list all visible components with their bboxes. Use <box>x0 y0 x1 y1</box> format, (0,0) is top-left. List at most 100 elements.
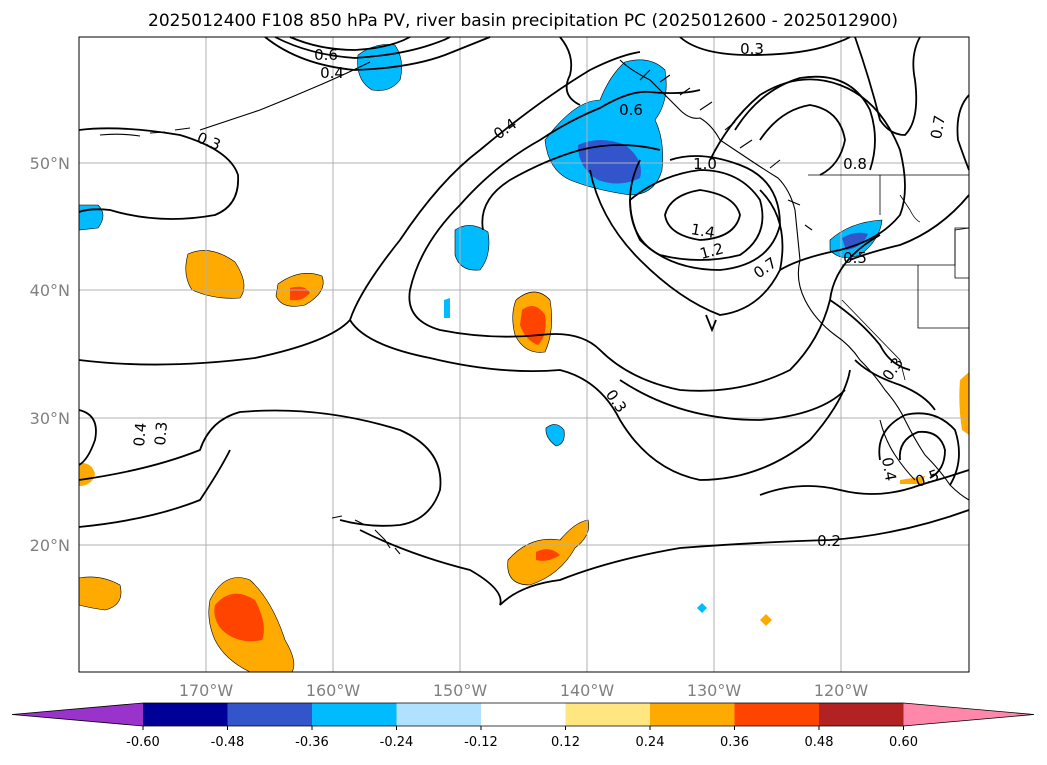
contour-label: 0.4 <box>878 456 900 483</box>
state-border <box>879 175 921 223</box>
contour-label: 0.4 <box>320 64 344 82</box>
lat-label: 30°N <box>30 409 70 428</box>
contour-label: 0.4 <box>130 422 150 447</box>
map-title: 2025012400 F108 850 hPa PV, river basin … <box>148 11 898 31</box>
north-america-coast <box>619 59 970 501</box>
lon-label: 140°W <box>560 681 615 700</box>
inlets <box>639 69 813 231</box>
contour-line <box>349 319 851 481</box>
contour-line <box>289 36 411 51</box>
state-border <box>917 265 969 329</box>
lat-label: 20°N <box>30 536 70 555</box>
positive-core <box>214 593 264 642</box>
contour-label: 0.5 <box>843 249 867 267</box>
contour-label: 0.8 <box>843 155 867 173</box>
aleutian-islands-west <box>99 127 191 137</box>
colorbar-tick-label: 0.24 <box>636 735 665 750</box>
lon-label: 170°W <box>179 681 234 700</box>
colorbar-tick-label: 0.60 <box>889 735 918 750</box>
contour-line <box>709 78 906 271</box>
lat-label: 50°N <box>30 154 70 173</box>
negative-core <box>842 232 868 250</box>
lon-labels: 170°W 160°W 150°W 140°W 130°W 120°W <box>179 681 869 700</box>
colorbar-ticks: -0.60 -0.48 -0.36 -0.24 -0.12 0.12 0.24 0.36 0.4… <box>126 726 918 750</box>
positive-area <box>760 614 772 626</box>
hawaiian-island <box>331 515 343 519</box>
colorbar-tick-label: -0.36 <box>295 735 329 750</box>
contour-line <box>78 449 231 528</box>
lon-label: 150°W <box>433 681 488 700</box>
contour-line <box>854 36 921 136</box>
contour-line <box>664 189 741 241</box>
colorbar-extend-high <box>903 703 1034 726</box>
lat-label: 40°N <box>30 281 70 300</box>
contour-line <box>78 409 97 466</box>
contour-line <box>589 169 784 316</box>
contour-line <box>359 509 970 606</box>
positive-area <box>900 476 925 484</box>
contour-line <box>705 314 717 333</box>
colorbar-segment <box>565 703 651 726</box>
colorbar <box>11 702 1035 727</box>
positive-area <box>185 250 245 299</box>
contour-line <box>734 75 876 171</box>
colorbar-segment <box>227 703 313 726</box>
negative-area <box>454 225 490 271</box>
colorbar-tick-label: -0.60 <box>126 735 160 750</box>
contour-label: 1.2 <box>698 239 726 263</box>
contour-label: 0.3 <box>151 421 171 446</box>
colorbar-tick-label: 0.12 <box>551 735 580 750</box>
colorbar-segment <box>143 703 228 726</box>
contour-line <box>629 169 764 261</box>
contour-line <box>829 299 911 371</box>
contour-line <box>679 36 851 56</box>
contour-label: 0.6 <box>619 101 643 119</box>
contour-line <box>78 127 239 220</box>
negative-area <box>444 298 450 318</box>
contour-label: 1.0 <box>693 155 717 173</box>
colorbar-segment <box>819 703 904 726</box>
colorbar-tick-label: -0.24 <box>380 735 414 750</box>
colorbar-extend-low <box>12 703 143 726</box>
negative-area <box>545 424 565 447</box>
contour-line <box>759 469 970 496</box>
contour-line <box>759 104 846 176</box>
contour-line <box>409 89 701 291</box>
colorbar-segment <box>650 703 735 726</box>
lon-label: 130°W <box>687 681 742 700</box>
colorbar-segment <box>481 703 566 726</box>
contour-line <box>898 430 946 479</box>
contour-line <box>956 94 970 171</box>
coastlines <box>99 59 970 555</box>
colorbar-tick-label: 0.36 <box>720 735 749 750</box>
contour-label: 0.7 <box>927 114 949 141</box>
contour-line <box>619 379 846 421</box>
contour-line <box>264 36 491 71</box>
colorbar-tick-label: -0.12 <box>464 735 498 750</box>
colorbar-segment <box>312 703 397 726</box>
contour-label: 1.4 <box>690 220 717 242</box>
negative-core <box>578 140 641 184</box>
aleutian-islands <box>199 61 371 131</box>
lat-labels: 50°N 40°N 30°N 20°N <box>30 154 70 555</box>
negative-area <box>697 603 707 613</box>
contour-label: 0.6 <box>314 46 338 64</box>
colorbar-segment <box>734 703 820 726</box>
colorbar-segment <box>396 703 482 726</box>
positive-area <box>78 576 122 611</box>
contour-line <box>481 144 661 231</box>
contour-label: 0.3 <box>740 40 764 58</box>
gridlines <box>79 37 969 672</box>
baja-coast <box>879 419 916 481</box>
state-border <box>841 299 906 381</box>
lon-label: 120°W <box>814 681 869 700</box>
lon-label: 160°W <box>306 681 361 700</box>
contour-line <box>274 36 451 59</box>
map-border <box>78 36 970 673</box>
contour-line <box>854 359 936 411</box>
contour-line <box>408 234 881 392</box>
positive-core <box>536 549 560 561</box>
colorbar-tick-label: -0.48 <box>211 735 245 750</box>
contour-line <box>849 194 970 261</box>
